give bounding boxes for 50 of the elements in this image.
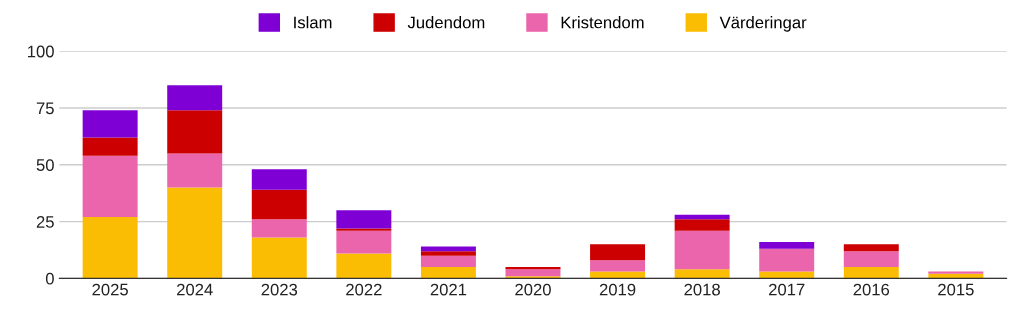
bar: [674, 269, 730, 279]
x-tick-label: 2021: [430, 283, 467, 296]
y-tick-label: 25: [36, 216, 54, 228]
bar: [336, 253, 392, 279]
bar: [420, 267, 476, 279]
legend-label: Judendom: [407, 16, 485, 29]
bar: [82, 137, 138, 156]
x-tick-label: 2023: [261, 283, 298, 296]
legend-label: Kristendom: [561, 16, 644, 29]
bar: [843, 244, 899, 252]
x-tick-label: 2018: [684, 283, 720, 296]
bar: [420, 255, 476, 268]
x-tick-label: 2024: [177, 283, 213, 296]
bar: [251, 189, 307, 220]
bar: [674, 219, 730, 231]
bar: [82, 110, 138, 138]
y-tick-label: 50: [36, 159, 54, 171]
bar: [336, 228, 392, 231]
y-tick-label: 100: [28, 45, 54, 58]
bar: [336, 230, 392, 254]
bar: [759, 242, 815, 249]
bar: [420, 251, 476, 256]
y-tick-label: 75: [36, 102, 54, 115]
x-tick-label: 2025: [92, 283, 128, 296]
y-tick-label: 0: [45, 272, 54, 285]
x-tick-label: 2019: [599, 283, 636, 296]
bar: [759, 248, 815, 272]
x-tick-label: 2017: [769, 283, 805, 296]
legend-label: Värderingar: [719, 16, 807, 32]
bar: [843, 251, 899, 268]
bar: [167, 187, 223, 279]
bar: [674, 230, 730, 270]
bar: [505, 269, 561, 277]
bar: [167, 153, 223, 188]
bar: [167, 110, 223, 154]
bar: [251, 169, 307, 190]
bar: [251, 237, 307, 279]
legend-label: Islam: [294, 16, 332, 29]
x-tick-label: 2022: [346, 283, 382, 296]
bar: [251, 219, 307, 238]
x-tick-label: 2015: [938, 283, 974, 296]
bar: [336, 210, 392, 229]
x-tick-label: 2020: [515, 283, 551, 296]
bar: [82, 217, 138, 279]
bar: [843, 267, 899, 279]
bar: [590, 244, 646, 261]
bar: [590, 260, 646, 272]
x-tick-label: 2016: [853, 283, 890, 296]
bar: [167, 85, 223, 111]
bar: [82, 155, 138, 218]
